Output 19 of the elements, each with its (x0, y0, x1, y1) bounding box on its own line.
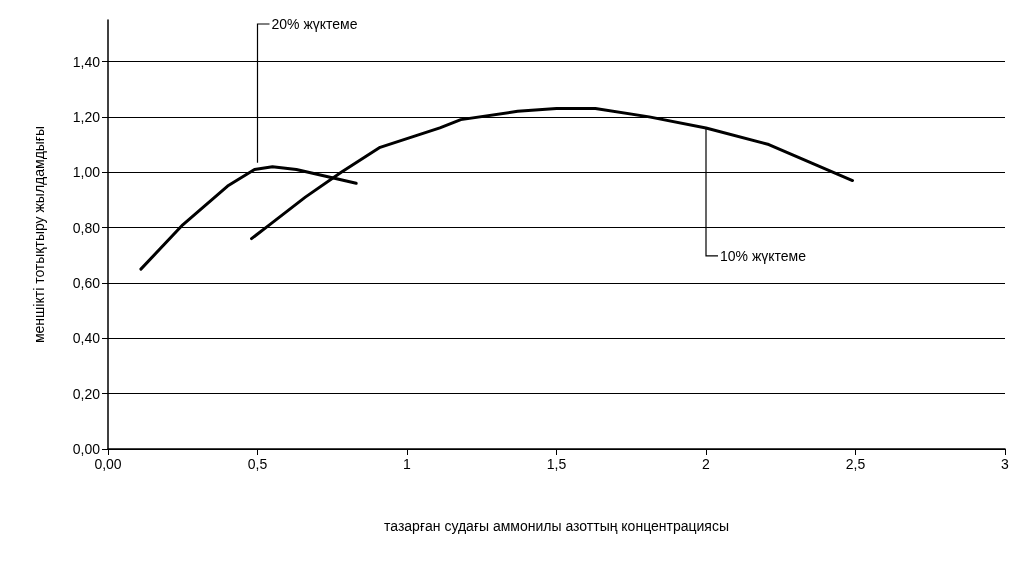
x-tick-label: 1,5 (546, 456, 567, 472)
annotation: 20% жүктеме (271, 16, 358, 32)
y-tick-label: 0,00 (72, 441, 101, 457)
x-tick-label: 2,5 (845, 456, 866, 472)
annotation: 10% жүктеме (720, 247, 807, 264)
x-tick-label: 3 (1001, 456, 1010, 472)
x-tick-label: 1 (403, 456, 412, 472)
y-tick-label: 0,40 (72, 330, 101, 347)
x-tick-label: 0,00 (94, 456, 122, 472)
y-tick-label: 0,80 (72, 219, 101, 236)
y-tick-label: 1,20 (72, 108, 101, 125)
x-tick-label: 0,5 (247, 456, 268, 472)
y-tick-label: 0,60 (72, 274, 101, 291)
x-tick-label: 2 (702, 456, 711, 472)
y-tick-label: 0,20 (72, 385, 101, 402)
y-tick-label: 1,40 (72, 53, 101, 70)
y-tick-label: 1,00 (72, 164, 101, 181)
y-axis-title: меншікті тотықтыру жылдамдығы (31, 125, 47, 344)
x-axis-title: тазарған судағы аммонилы азоттың концентрациясы (384, 518, 729, 534)
